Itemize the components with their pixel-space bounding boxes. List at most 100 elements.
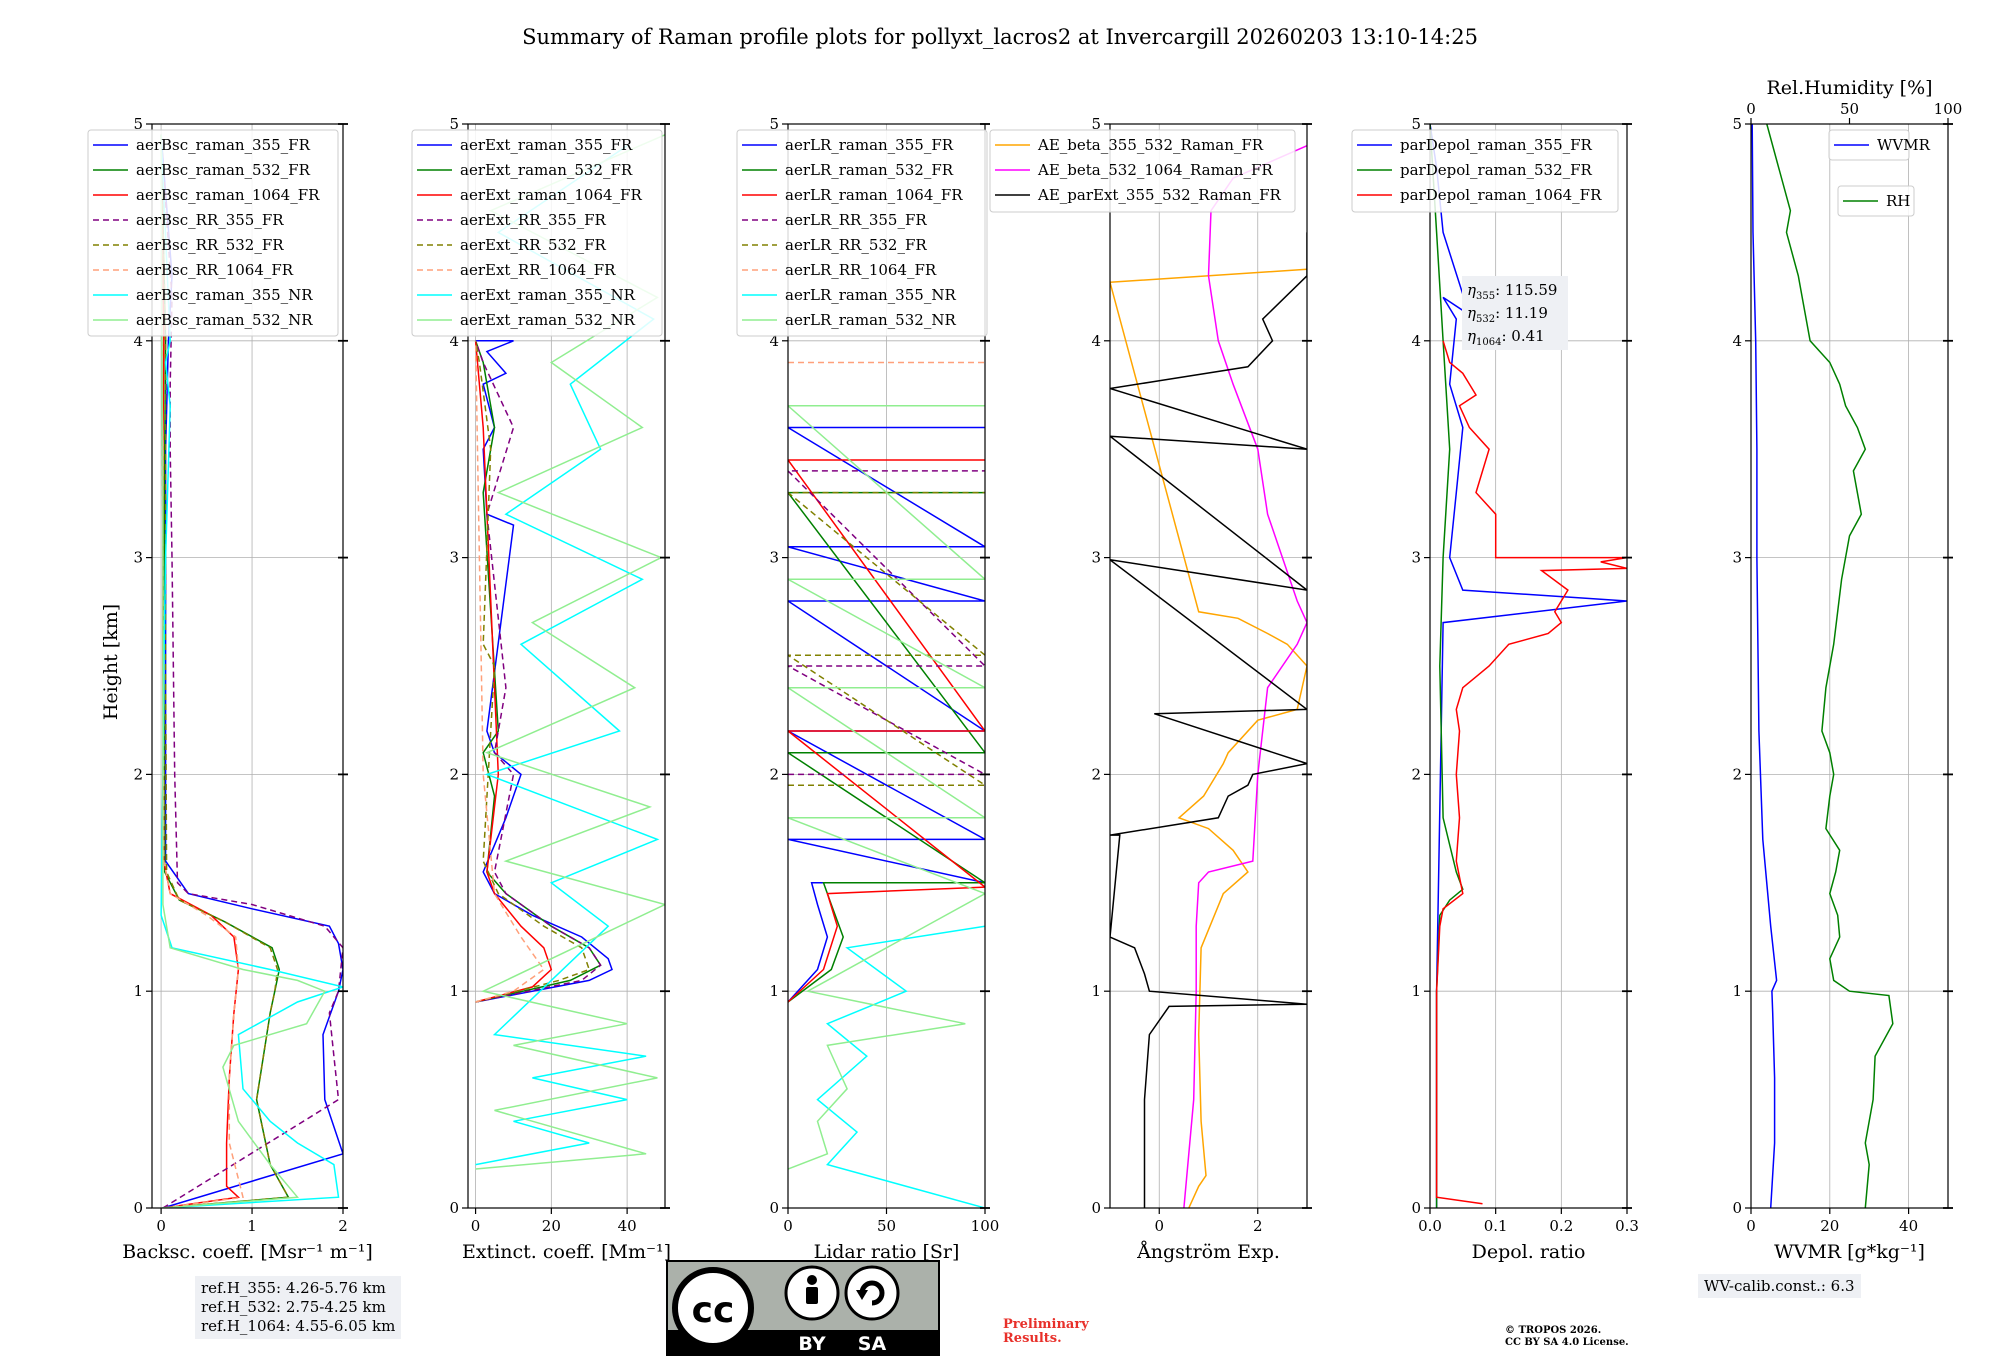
y-tick-label: 3 bbox=[1091, 549, 1101, 567]
legend-lr: aerLR_raman_355_FR aerLR_raman_532_FR aerL… bbox=[736, 129, 988, 337]
legend-label: WVMR bbox=[1877, 136, 1931, 154]
y-tick-label: 0 bbox=[1411, 1199, 1421, 1217]
x-tick-label: 0.3 bbox=[1615, 1217, 1639, 1235]
x-tick-label: 2 bbox=[1253, 1217, 1263, 1235]
legend-label: aerLR_raman_532_NR bbox=[785, 311, 956, 329]
y-tick-label: 2 bbox=[1411, 765, 1421, 783]
panel-wv: 0 20 40 0 1 2 3 4 5 WVMR [g*kg⁻¹] 0 50 100Rel.Humidi… bbox=[1732, 77, 1962, 1263]
y-tick-label: 2 bbox=[769, 765, 779, 783]
y-tick-label: 4 bbox=[1411, 332, 1421, 350]
legend-label: aerLR_raman_355_FR bbox=[785, 136, 954, 154]
y-tick-label: 0 bbox=[1091, 1199, 1101, 1217]
legend-bsc: aerBsc_raman_355_FR aerBsc_raman_532_FRae… bbox=[87, 129, 339, 337]
top-x-tick-label: 100 bbox=[1934, 100, 1963, 118]
series-line-aerLR_raman_355_FR bbox=[788, 426, 985, 1003]
legend-label: aerBsc_raman_532_FR bbox=[136, 161, 311, 179]
legend-label: parDepol_raman_1064_FR bbox=[1400, 186, 1602, 204]
x-tick-label: 0.1 bbox=[1484, 1217, 1508, 1235]
x-tick-label: 0 bbox=[156, 1217, 166, 1235]
cc-by-sa-badge: cc BY SA bbox=[666, 1260, 940, 1356]
y-tick-label: 1 bbox=[1411, 982, 1421, 1000]
series-line-aerBsc_raman_355_NR bbox=[160, 134, 343, 1208]
x-axis-label: WVMR [g*kg⁻¹] bbox=[1774, 1241, 1925, 1263]
y-tick-label: 3 bbox=[769, 549, 779, 567]
y-tick-label: 4 bbox=[449, 332, 459, 350]
x-tick-label: 0 bbox=[1154, 1217, 1164, 1235]
y-tick-label: 5 bbox=[1732, 115, 1742, 133]
x-tick-label: 50 bbox=[877, 1217, 896, 1235]
legend-label: aerBsc_RR_355_FR bbox=[136, 211, 284, 229]
legend-label: aerBsc_raman_1064_FR bbox=[136, 186, 320, 204]
series-line-aerExt_RR_532_FR bbox=[474, 340, 591, 1003]
legend-label: aerBsc_raman_355_NR bbox=[136, 286, 313, 304]
y-tick-label: 2 bbox=[1091, 765, 1101, 783]
y-tick-label: 1 bbox=[133, 982, 143, 1000]
x-tick-label: 2 bbox=[338, 1217, 348, 1235]
preliminary-line-1: Preliminary bbox=[1003, 1317, 1089, 1332]
legend-label: aerLR_raman_532_FR bbox=[785, 161, 954, 179]
plot-frame bbox=[1750, 123, 1949, 1209]
series-line-aerLR_raman_532_NR bbox=[788, 405, 985, 1170]
series-line-aerLR_raman_1064_FR bbox=[788, 459, 985, 1003]
x-tick-label: 100 bbox=[971, 1217, 1000, 1235]
panels: 0 1 2 0 1 2 3 4 5 Backsc. coeff. [Msr⁻¹ m⁻¹] aerBs… bbox=[87, 77, 1962, 1263]
y-tick-label: 2 bbox=[133, 765, 143, 783]
legend-label: aerLR_RR_532_FR bbox=[785, 236, 927, 254]
top-x-tick-label: 50 bbox=[1840, 100, 1859, 118]
x-tick-label: 0 bbox=[1746, 1217, 1756, 1235]
series-line-parDepol_raman_532_FR bbox=[1430, 124, 1464, 1208]
y-tick-label: 1 bbox=[1732, 982, 1742, 1000]
y-tick-label: 5 bbox=[769, 115, 779, 133]
eta-value: η532: 11.19 bbox=[1467, 304, 1548, 325]
legend-label: parDepol_raman_532_FR bbox=[1400, 161, 1593, 179]
series-line-AE_beta_355_532_Raman_FR bbox=[1110, 268, 1307, 1208]
preliminary-line-2: Results. bbox=[1003, 1331, 1062, 1346]
series-line-aerBsc_raman_355_FR bbox=[160, 134, 343, 1208]
legend-label: aerExt_raman_532_NR bbox=[460, 311, 636, 329]
x-axis-label: Backsc. coeff. [Msr⁻¹ m⁻¹] bbox=[122, 1241, 373, 1263]
copyright-note: © TROPOS 2026. CC BY SA 4.0 License. bbox=[1505, 1325, 1629, 1349]
legend-label: parDepol_raman_355_FR bbox=[1400, 136, 1593, 154]
legend-box bbox=[1351, 129, 1619, 213]
x-tick-label: 0 bbox=[783, 1217, 793, 1235]
x-tick-label: 0.2 bbox=[1549, 1217, 1573, 1235]
ref-height-1064: ref.H_1064: 4.55-6.05 km bbox=[201, 1317, 396, 1335]
x-tick-label: 0.0 bbox=[1418, 1217, 1442, 1235]
x-tick-label: 40 bbox=[1899, 1217, 1918, 1235]
x-axis-label: Depol. ratio bbox=[1472, 1241, 1586, 1263]
legend-label: aerExt_raman_532_FR bbox=[460, 161, 633, 179]
series-line-RH bbox=[1766, 124, 1894, 1208]
panel-ext: 0 20 40 0 1 2 3 4 5 Extinct. coeff. [Mm⁻¹] aerExt_… bbox=[411, 115, 671, 1263]
x-axis-label: Extinct. coeff. [Mm⁻¹] bbox=[462, 1241, 671, 1263]
panel-depol: 0.0 0.1 0.2 0.3 0 1 2 3 4 5 Depol. ratio parDepol_r… bbox=[1351, 115, 1639, 1263]
y-tick-label: 1 bbox=[1091, 982, 1101, 1000]
y-tick-label: 0 bbox=[1732, 1199, 1742, 1217]
y-tick-label: 3 bbox=[1732, 549, 1742, 567]
panel-ae: 0 2 0 1 2 3 4 5 Ångström Exp. AE_beta_355_532_Ram… bbox=[989, 115, 1312, 1263]
legend-label: aerExt_RR_1064_FR bbox=[460, 261, 616, 279]
plot-frame bbox=[1429, 123, 1628, 1209]
cc-logo-icon bbox=[672, 1267, 754, 1349]
legend-label: RH bbox=[1886, 192, 1910, 210]
panel-lr: 0 50 100 0 1 2 3 4 5 Lidar ratio [Sr] aerLR_raman_… bbox=[736, 115, 1000, 1263]
plot-frame bbox=[151, 123, 344, 1209]
top-axis-label: Rel.Humidity [%] bbox=[1766, 77, 1932, 99]
series-line-WVMR bbox=[1751, 124, 1778, 1208]
y-tick-label: 4 bbox=[1732, 332, 1742, 350]
legend-label: AE_parExt_355_532_Raman_FR bbox=[1037, 186, 1282, 204]
series-line-AE_beta_532_1064_Raman_FR bbox=[1183, 145, 1307, 1208]
x-tick-label: 1 bbox=[247, 1217, 257, 1235]
y-tick-label: 0 bbox=[449, 1199, 459, 1217]
series-line-aerLR_raman_355_NR bbox=[816, 925, 985, 1208]
legend-box bbox=[87, 129, 339, 337]
series-line-aerExt_raman_355_NR bbox=[475, 145, 660, 1166]
legend-label: AE_beta_355_532_Raman_FR bbox=[1037, 136, 1264, 154]
legend-wv: WVMR bbox=[1828, 129, 1931, 161]
legend-label: aerLR_RR_1064_FR bbox=[785, 261, 937, 279]
y-tick-label: 3 bbox=[1411, 549, 1421, 567]
legend-label: aerLR_RR_355_FR bbox=[785, 211, 927, 229]
series-line-aerExt_RR_355_FR bbox=[474, 340, 602, 1003]
eta-value: η1064: 0.41 bbox=[1467, 327, 1545, 348]
plot-frame bbox=[467, 123, 666, 1209]
